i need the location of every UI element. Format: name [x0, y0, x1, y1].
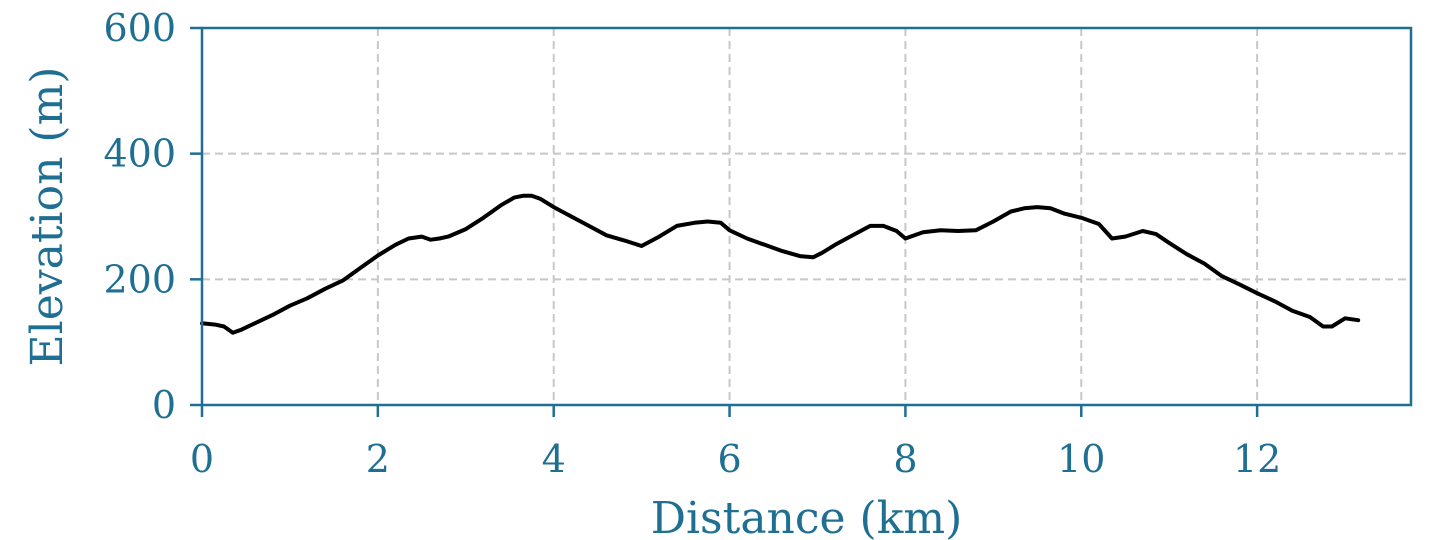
x-tick-label: 10 [1057, 437, 1105, 481]
y-axis-title: Elevation (m) [22, 67, 73, 367]
x-tick-label: 4 [542, 437, 566, 481]
x-tick-label: 6 [717, 437, 741, 481]
x-tick-label: 12 [1233, 437, 1281, 481]
elevation-line [200, 193, 1361, 335]
x-tick-label: 8 [893, 437, 917, 481]
x-axis-title: Distance (km) [651, 493, 963, 540]
y-tick-label: 200 [103, 257, 176, 301]
x-tick-label: 0 [190, 437, 214, 481]
axis-ticks: 0 2 4 6 8 10 12 0 200 400 600 [103, 6, 1281, 481]
x-tick-label: 2 [366, 437, 390, 481]
y-tick-label: 400 [103, 132, 176, 176]
grid [202, 27, 1411, 405]
plot-frame [200, 26, 1413, 407]
plot-area [200, 193, 1361, 335]
y-tick-label: 0 [152, 383, 176, 427]
y-tick-label: 600 [103, 6, 176, 50]
